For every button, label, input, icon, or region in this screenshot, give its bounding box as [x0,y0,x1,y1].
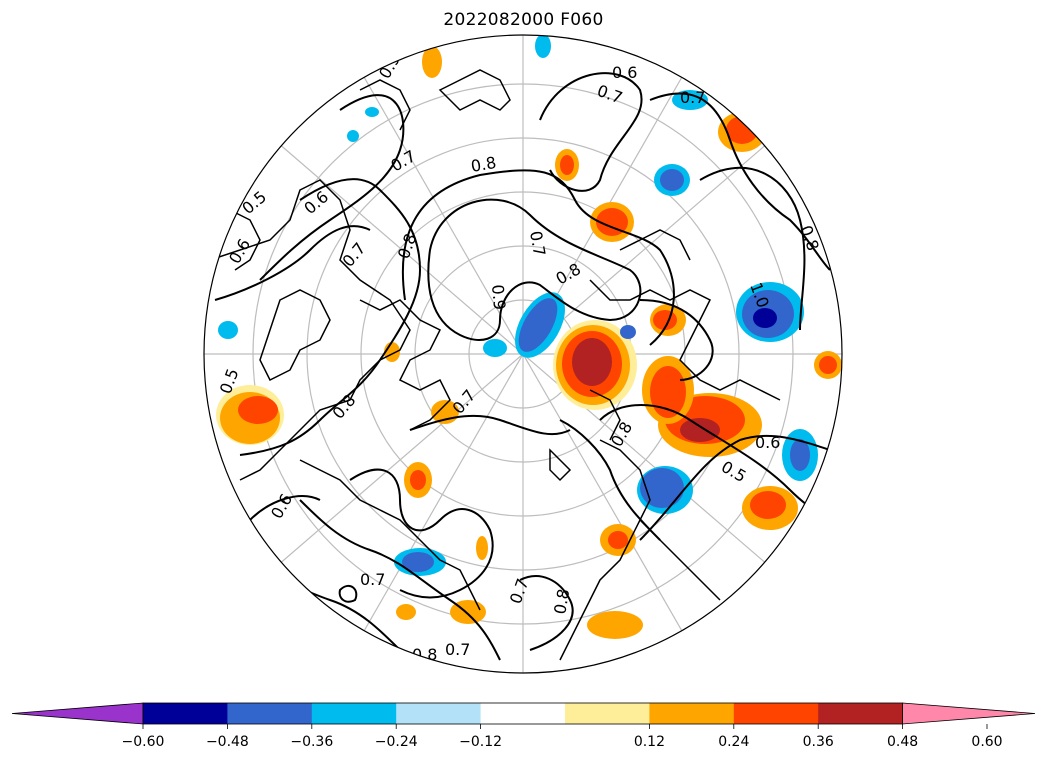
colorbar-tick-label: −0.48 [206,734,249,750]
polar-map: 0.9 0.7 0.5 0.6 0.7 0.8 0.8 0.7 0.9 0.8 … [203,34,843,674]
colorbar-tick-label: 0.48 [887,734,918,750]
contours [214,72,841,661]
colorbar-segment [733,703,819,724]
colorbar-tick-label: −0.24 [375,734,418,750]
colorbar-tick-label: 0.36 [803,734,834,750]
colorbar-segments [11,702,1036,725]
colorbar-segment [818,703,904,724]
colorbar-segment [227,703,313,724]
colorbar-tick-label: 0.60 [971,734,1002,750]
colorbar-tick-label: −0.60 [122,734,165,750]
contour-label: 0.7 [680,88,705,107]
plot-title: 2022082000 F060 [443,10,604,30]
colorbar-tick-label: −0.12 [459,734,502,750]
colorbar-segment [565,703,650,724]
contour-label: 0.7 [360,570,385,589]
colorbar-extend-min [11,702,144,725]
positive-anomaly-siberia [553,320,637,410]
colorbar-tick-label: 0.24 [718,734,749,750]
colorbar-tick-label: −0.36 [290,734,333,750]
shaded-anomalies [216,35,842,639]
coastlines [209,69,781,661]
colorbar-segment [649,703,735,724]
colorbar-segment [480,703,566,724]
colorbar-segment [311,703,397,724]
negative-anomaly-blobs [218,35,818,576]
colorbar-ticks: −0.60 −0.48 −0.36 −0.24 −0.12 0.12 0.24 0.36 0.4… [122,724,1003,750]
contour-label: 0.8 [469,153,497,176]
colorbar-frame [142,702,903,725]
colorbar-segment [143,703,228,724]
map-boundary [203,34,843,674]
positive-anomaly-east [216,46,842,639]
contour-label: 0.6 [612,63,637,82]
colorbar-tick-label: 0.12 [634,734,665,750]
contour-label: 0.8 [550,587,573,615]
contour-label: 0.7 [526,229,549,257]
colorbar-extend-max [902,702,1036,725]
contour-label: 0.9 [488,284,509,311]
contour-label: 0.6 [755,433,780,452]
contour-label: 0.7 [445,640,470,659]
colorbar-segment [396,703,482,724]
